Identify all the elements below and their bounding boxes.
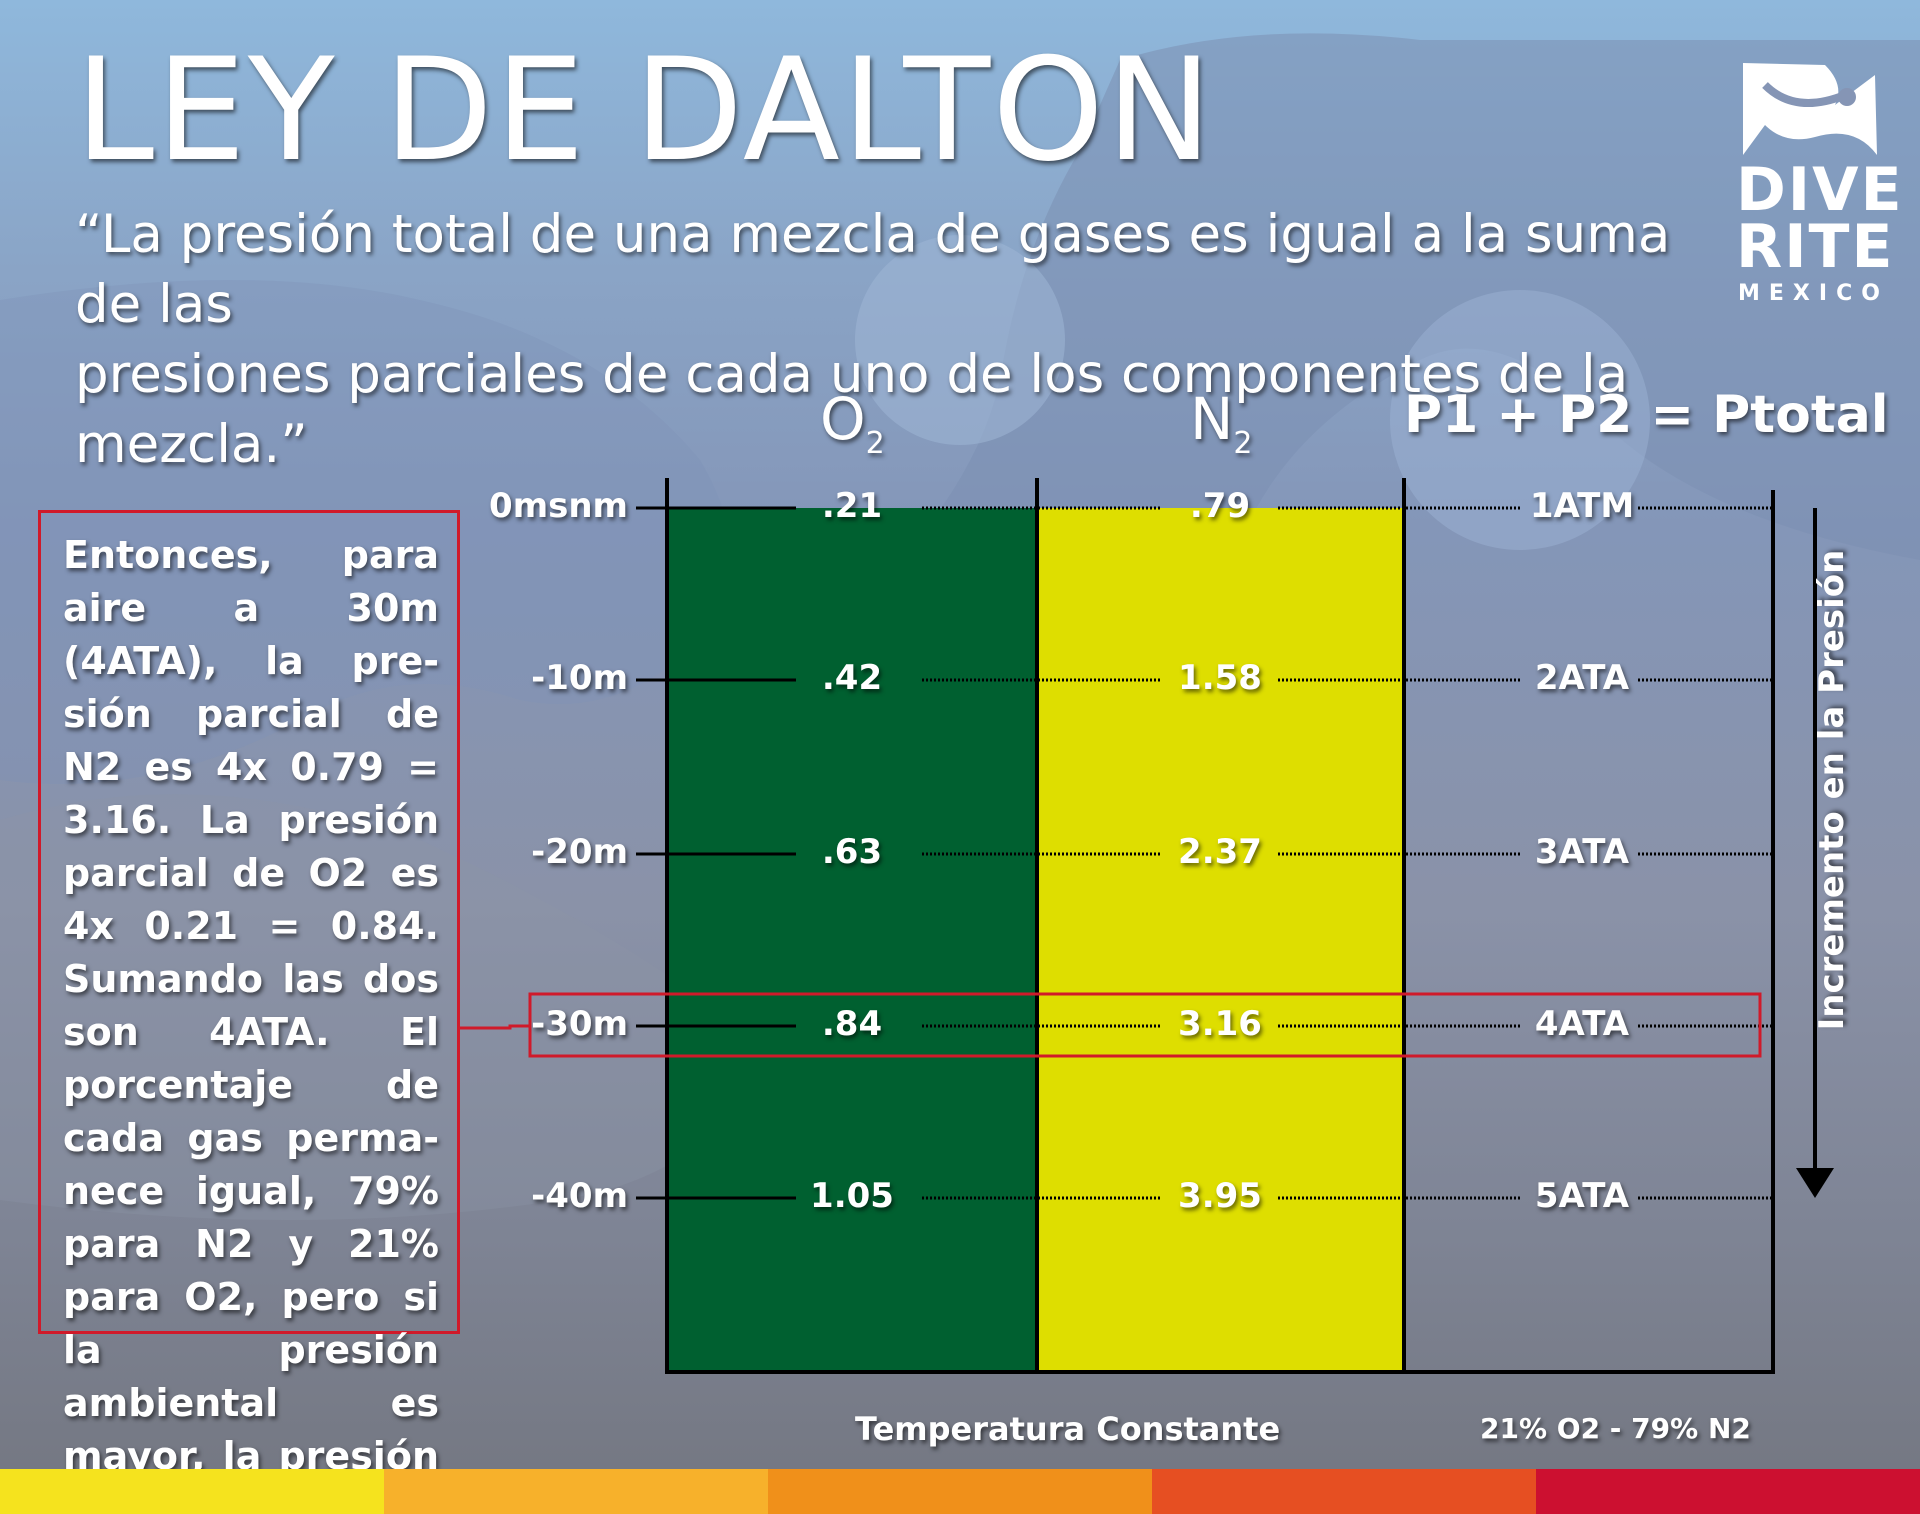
color-stripe bbox=[1152, 1469, 1537, 1514]
quote-line-2: presiones parciales de cada uno de los c… bbox=[75, 344, 1629, 475]
depth-label: -40m bbox=[531, 1176, 628, 1216]
n2-value: 3.16 bbox=[1178, 1004, 1262, 1044]
depth-label: -30m bbox=[531, 1004, 628, 1044]
depth-label: -10m bbox=[531, 658, 628, 698]
dalton-quote: “La presión total de una mezcla de gases… bbox=[75, 200, 1695, 480]
color-stripe bbox=[384, 1469, 769, 1514]
footer-temperature: Temperatura Constante bbox=[855, 1410, 1281, 1448]
total-value: 5ATA bbox=[1534, 1176, 1630, 1216]
header-o2: O2 bbox=[820, 385, 885, 461]
highlight-connector bbox=[460, 1024, 530, 1030]
color-stripe bbox=[0, 1469, 385, 1514]
n2-column-fill bbox=[1037, 508, 1404, 1372]
total-value: 4ATA bbox=[1534, 1004, 1630, 1044]
quote-line-1: “La presión total de una mezcla de gases… bbox=[75, 204, 1671, 335]
n2-value: .79 bbox=[1189, 486, 1251, 526]
footer-mix: 21% O2 - 79% N2 bbox=[1480, 1412, 1751, 1445]
o2-value: .84 bbox=[821, 1004, 883, 1044]
header-total: P1 + P2 = Ptotal bbox=[1404, 385, 1889, 445]
dive-rite-logo: DIVE RITE MEXICO bbox=[1730, 55, 1902, 315]
n2-value: 3.95 bbox=[1178, 1176, 1262, 1216]
depth-label: 0msnm bbox=[489, 486, 628, 526]
color-stripe bbox=[768, 1469, 1153, 1514]
o2-value: .63 bbox=[821, 832, 883, 872]
explanation-box: Entonces, para aire a 30m (4ATA), la pre… bbox=[38, 510, 460, 1514]
o2-value: .21 bbox=[821, 486, 883, 526]
pressure-increase-label: Incremento en la Presión bbox=[1812, 549, 1852, 1031]
o2-column-fill bbox=[667, 508, 1037, 1372]
logo-line-1: DIVE bbox=[1736, 155, 1904, 225]
logo-line-3: MEXICO bbox=[1738, 281, 1889, 306]
logo-emblem bbox=[1743, 63, 1877, 155]
n2-value: 1.58 bbox=[1178, 658, 1262, 698]
explanation-text: Entonces, para aire a 30m (4ATA), la pre… bbox=[63, 533, 439, 1514]
header-n2: N2 bbox=[1190, 385, 1253, 461]
n2-value: 2.37 bbox=[1178, 832, 1262, 872]
row-lines bbox=[636, 506, 1772, 1200]
color-stripe bbox=[1536, 1469, 1920, 1514]
page-title: LEY DE DALTON bbox=[75, 28, 1215, 193]
total-value: 3ATA bbox=[1534, 832, 1630, 872]
total-value: 1ATM bbox=[1529, 486, 1635, 526]
pressure-arrow-head bbox=[1796, 1168, 1834, 1198]
total-value: 2ATA bbox=[1534, 658, 1630, 698]
o2-value: .42 bbox=[821, 658, 883, 698]
logo-line-2: RITE bbox=[1736, 212, 1895, 282]
o2-value: 1.05 bbox=[810, 1176, 894, 1216]
depth-label: -20m bbox=[531, 832, 628, 872]
